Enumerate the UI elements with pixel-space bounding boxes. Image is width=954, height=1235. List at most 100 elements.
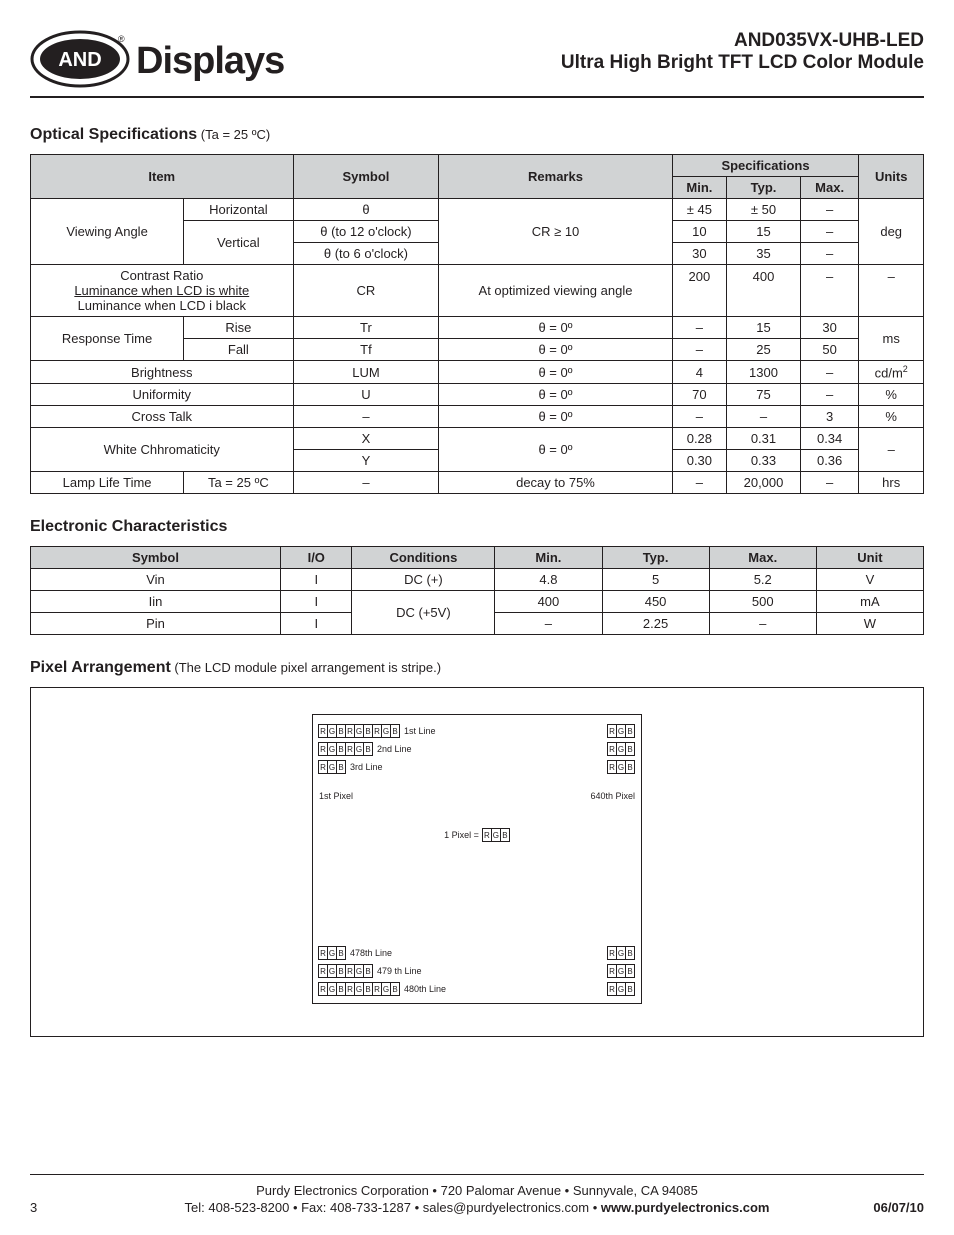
col-units: Units [859, 155, 924, 199]
cell: – [727, 406, 801, 428]
cell: Tr [293, 317, 439, 339]
col-typ: Typ. [727, 177, 801, 199]
cell: – [800, 199, 859, 221]
cell: 4.8 [495, 569, 602, 591]
cell: θ (to 12 o'clock) [293, 221, 439, 243]
cell: 1300 [727, 361, 801, 384]
cell: Cross Talk [31, 406, 294, 428]
optical-specs-table: Item Symbol Remarks Specifications Units… [30, 154, 924, 494]
cell: Iin [31, 591, 281, 613]
footer-address: Purdy Electronics Corporation • 720 Palo… [30, 1183, 924, 1198]
cell: – [800, 265, 859, 317]
cell: – [859, 428, 924, 472]
cell: 15 [727, 317, 801, 339]
bottom-left-pixels: RGB478th Line RGBRGB479 th Line RGBRGBRG… [319, 943, 446, 997]
cell: ± 50 [727, 199, 801, 221]
cell: W [816, 613, 923, 635]
col-cond: Conditions [352, 547, 495, 569]
cell: CR [293, 265, 439, 317]
one-pixel-text: 1 Pixel = [444, 830, 479, 840]
table-row: Contrast Ratio Luminance when LCD is whi… [31, 265, 924, 317]
col-max: Max. [709, 547, 816, 569]
section1-title-text: Optical Specifications [30, 126, 197, 143]
top-left-pixels: RGBRGBRGB1st Line RGBRGB2nd Line RGB3rd … [319, 721, 436, 775]
cell: I [281, 613, 352, 635]
cell: deg [859, 199, 924, 265]
pixel-arrangement-box: RGBRGBRGB1st Line RGBRGB2nd Line RGB3rd … [30, 687, 924, 1037]
page-footer: Purdy Electronics Corporation • 720 Palo… [30, 1174, 924, 1215]
table-row: Response Time Rise Tr θ = 0º – 15 30 ms [31, 317, 924, 339]
table-row: White Chhromaticity X θ = 0º 0.28 0.31 0… [31, 428, 924, 450]
electronic-chars-table: Symbol I/O Conditions Min. Typ. Max. Uni… [30, 546, 924, 635]
line479-label: 479 th Line [377, 966, 422, 976]
table-row: Vin I DC (+) 4.8 5 5.2 V [31, 569, 924, 591]
page-header: AND ® Displays AND035VX-UHB-LED Ultra Hi… [30, 30, 924, 98]
cell: 75 [727, 384, 801, 406]
cell: 15 [727, 221, 801, 243]
cell: – [672, 339, 727, 361]
page-date: 06/07/10 [873, 1200, 924, 1215]
cell: 30 [800, 317, 859, 339]
cell: 0.34 [800, 428, 859, 450]
line2-label: 2nd Line [377, 744, 412, 754]
svg-text:®: ® [118, 34, 125, 44]
cell: ± 45 [672, 199, 727, 221]
section3-subtitle: (The LCD module pixel arrangement is str… [171, 660, 441, 675]
cell: 5.2 [709, 569, 816, 591]
cell: % [859, 406, 924, 428]
cell: White Chhromaticity [31, 428, 294, 472]
cell-contrast: Contrast Ratio Luminance when LCD is whi… [31, 265, 294, 317]
cell: Horizontal [184, 199, 293, 221]
table-header-row: Symbol I/O Conditions Min. Typ. Max. Uni… [31, 547, 924, 569]
table-row: Viewing Angle Horizontal θ CR ≥ 10 ± 45 … [31, 199, 924, 221]
cell: LUM [293, 361, 439, 384]
header-title: AND035VX-UHB-LED Ultra High Bright TFT L… [561, 30, 924, 74]
cell: Uniformity [31, 384, 294, 406]
cell: θ = 0º [439, 317, 672, 339]
contrast-l2: Luminance when LCD i black [78, 298, 246, 313]
cell: 25 [727, 339, 801, 361]
cell: 5 [602, 569, 709, 591]
cell: Vertical [184, 221, 293, 265]
cell: 400 [495, 591, 602, 613]
cell: DC (+) [352, 569, 495, 591]
col-typ: Typ. [602, 547, 709, 569]
cell: cd/m2 [859, 361, 924, 384]
cell: 10 [672, 221, 727, 243]
cell: 50 [800, 339, 859, 361]
electronic-chars-title: Electronic Characteristics [30, 518, 924, 536]
cell: 20,000 [727, 472, 801, 494]
cell: At optimized viewing angle [439, 265, 672, 317]
pixel-diagram: RGBRGBRGB1st Line RGBRGB2nd Line RGB3rd … [312, 714, 642, 1004]
cell: 450 [602, 591, 709, 613]
col-symbol: Symbol [31, 547, 281, 569]
table-header-row: Item Symbol Remarks Specifications Units [31, 155, 924, 177]
logo-mark: AND ® [30, 30, 130, 88]
cell: Y [293, 450, 439, 472]
cell: – [800, 361, 859, 384]
product-name: Ultra High Bright TFT LCD Color Module [561, 52, 924, 74]
cell: θ = 0º [439, 406, 672, 428]
logo: AND ® Displays [30, 30, 284, 88]
logo-and-text: AND [58, 49, 101, 71]
line480-label: 480th Line [404, 984, 446, 994]
contrast-title: Contrast Ratio [120, 268, 203, 283]
table-row: Lamp Life Time Ta = 25 ºC – decay to 75%… [31, 472, 924, 494]
cell: – [800, 221, 859, 243]
cell: mA [816, 591, 923, 613]
cell: Fall [184, 339, 293, 361]
cell: 200 [672, 265, 727, 317]
col-item: Item [31, 155, 294, 199]
page-number: 3 [30, 1200, 37, 1215]
cell: Lamp Life Time [31, 472, 184, 494]
table-row: Brightness LUM θ = 0º 4 1300 – cd/m2 [31, 361, 924, 384]
table-row: Iin I DC (+5V) 400 450 500 mA [31, 591, 924, 613]
col-min: Min. [495, 547, 602, 569]
first-pixel-label: 1st Pixel [319, 791, 353, 801]
cell: 35 [727, 243, 801, 265]
unit-sup: 2 [903, 364, 908, 374]
last-pixel-label: 640th Pixel [590, 791, 635, 801]
cell: – [859, 265, 924, 317]
cell: – [672, 317, 727, 339]
cell: 70 [672, 384, 727, 406]
